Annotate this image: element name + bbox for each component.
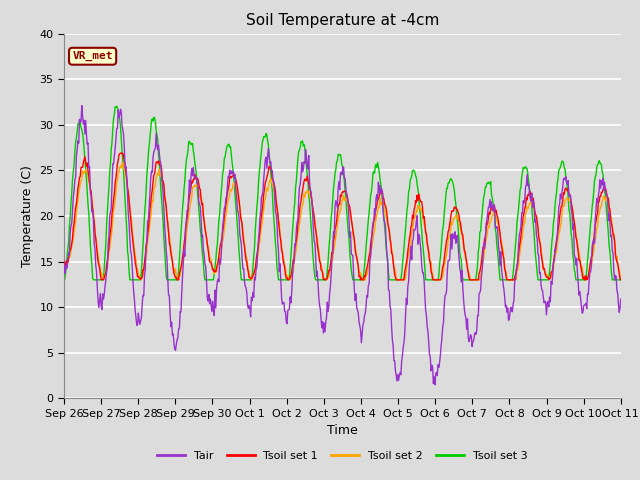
Tsoil set 2 [186,207,193,213]
Tsoil set 1 [186,194,193,200]
Tsoil set 3 [128,277,136,283]
Tair [617,296,625,302]
Tsoil set 2 [119,160,127,166]
Tsoil set 2 [60,261,68,266]
Tair [431,382,439,387]
Tair [128,263,136,268]
Tsoil set 3 [617,277,625,283]
Tsoil set 1 [412,198,419,204]
Line: Tsoil set 2: Tsoil set 2 [64,163,621,280]
Tsoil set 1 [428,271,436,276]
Tair [411,227,419,233]
Tsoil set 2 [428,268,436,274]
Tsoil set 2 [617,276,625,282]
Tsoil set 2 [70,230,78,236]
Tsoil set 1 [215,253,223,259]
Tsoil set 3 [60,277,68,283]
Line: Tair: Tair [64,106,621,384]
Tsoil set 2 [137,277,145,283]
Tair [70,188,78,194]
Tair [78,103,86,108]
Line: Tsoil set 3: Tsoil set 3 [64,106,621,280]
Tsoil set 1 [617,277,625,283]
Tsoil set 3 [185,139,193,145]
Tair [214,276,222,282]
Tsoil set 2 [412,213,419,218]
Tsoil set 2 [215,261,223,266]
Tsoil set 1 [70,221,78,227]
Y-axis label: Temperature (C): Temperature (C) [21,165,34,267]
Tsoil set 1 [98,277,106,283]
Tsoil set 3 [113,103,120,109]
Tair [428,368,435,374]
Tsoil set 3 [214,229,222,235]
Line: Tsoil set 1: Tsoil set 1 [64,153,621,280]
X-axis label: Time: Time [327,424,358,437]
Tsoil set 1 [118,150,125,156]
Tair [185,192,193,198]
Tair [60,259,68,264]
Tsoil set 3 [428,277,435,283]
Tsoil set 2 [128,226,136,232]
Legend: Tair, Tsoil set 1, Tsoil set 2, Tsoil set 3: Tair, Tsoil set 1, Tsoil set 2, Tsoil se… [153,447,532,466]
Tsoil set 3 [411,169,419,175]
Text: VR_met: VR_met [72,51,113,61]
Title: Soil Temperature at -4cm: Soil Temperature at -4cm [246,13,439,28]
Tsoil set 1 [60,261,68,266]
Tsoil set 1 [129,238,137,244]
Tsoil set 3 [70,162,78,168]
